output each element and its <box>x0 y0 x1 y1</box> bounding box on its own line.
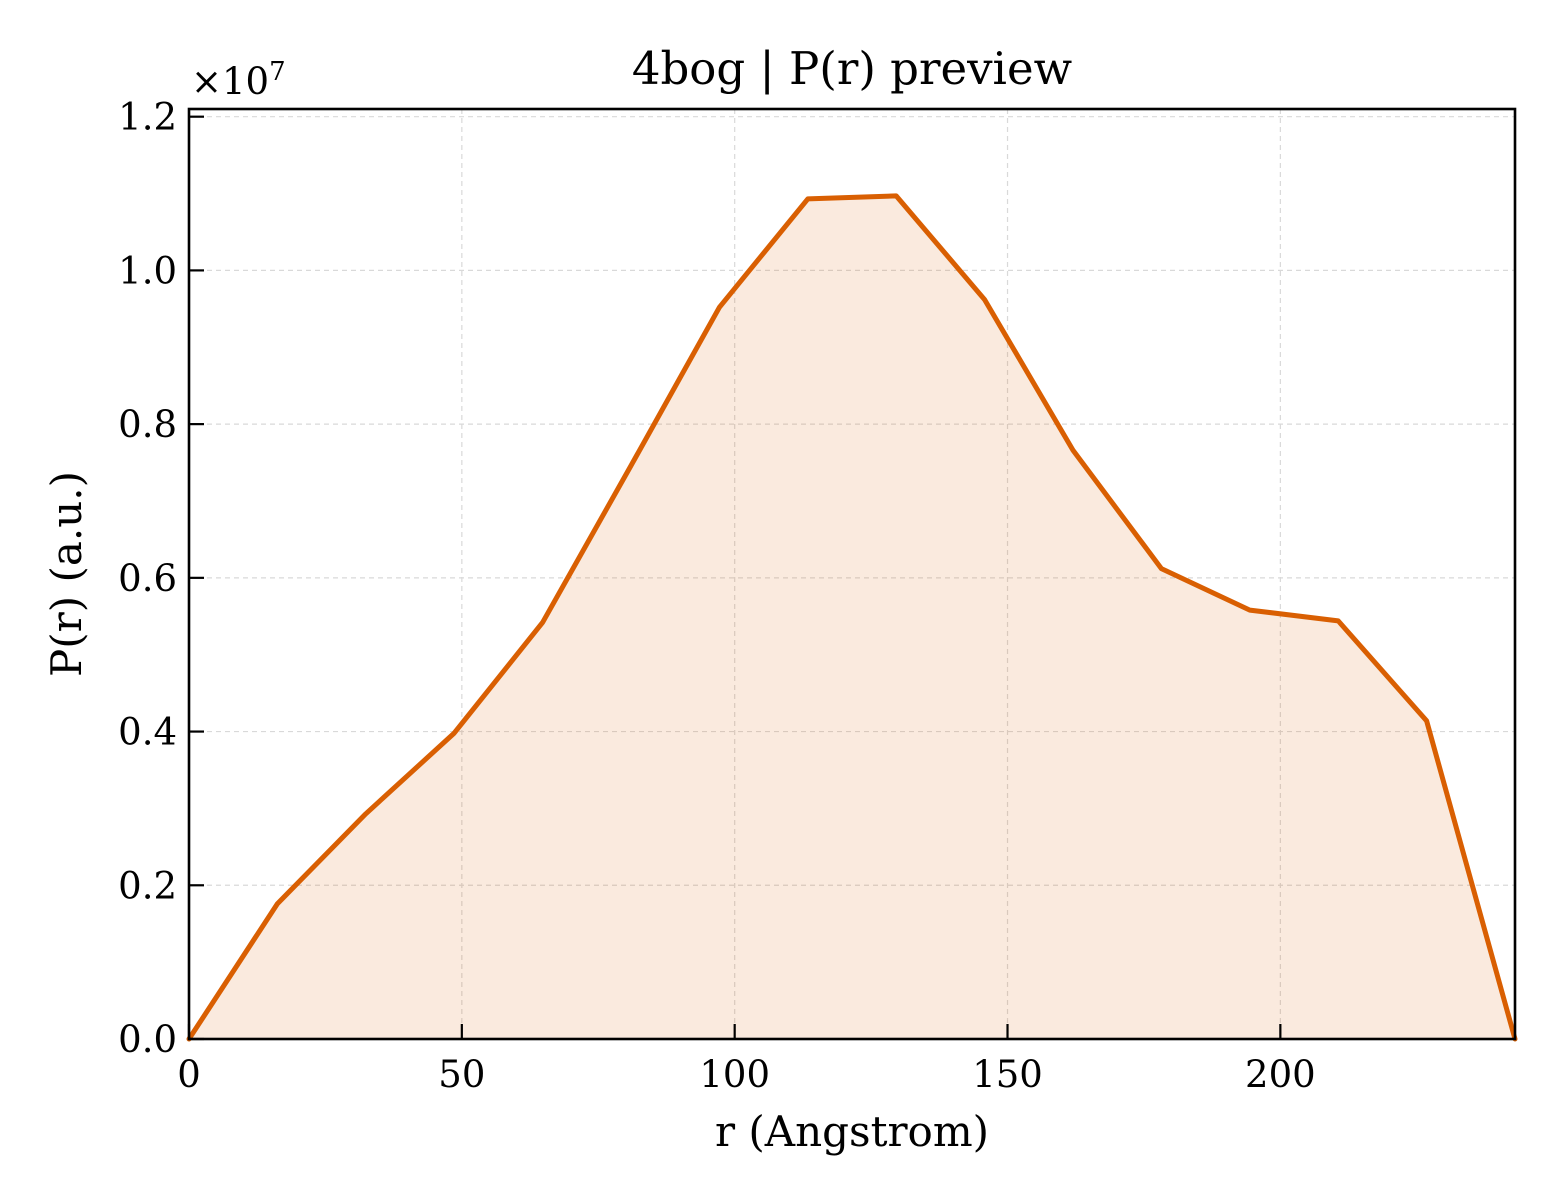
y-offset-exponent: 7 <box>269 57 286 87</box>
chart-title: 4bog | P(r) preview <box>632 42 1072 95</box>
x-tick-label-2: 100 <box>699 1053 770 1096</box>
y-tick-label-0: 0.0 <box>118 1018 177 1061</box>
y-tick-label-5: 1.0 <box>118 249 177 292</box>
y-axis-title: P(r) (a.u.) <box>42 471 91 677</box>
y-offset-label: ×107 <box>191 57 286 103</box>
x-tick-label-0: 0 <box>177 1053 201 1096</box>
y-tick-label-6: 1.2 <box>118 96 177 139</box>
y-tick-label-4: 0.8 <box>118 403 177 446</box>
series-0-line <box>186 193 1518 1042</box>
x-tick-label-3: 150 <box>972 1053 1043 1096</box>
x-tick-label-4: 200 <box>1245 1053 1316 1096</box>
ticks: 0 50 100 150 200 0.0 0.2 0.4 0.6 0.8 1.0 1.2 <box>118 96 1316 1096</box>
y-tick-label-2: 0.4 <box>118 711 177 754</box>
series-layer <box>186 193 1518 1042</box>
x-tick-label-1: 50 <box>438 1053 485 1096</box>
series-0-area-fill <box>189 195 1515 1040</box>
axes-frame <box>187 107 1517 1041</box>
y-tick-label-1: 0.2 <box>118 864 177 907</box>
x-axis-title: r (Angstrom) <box>715 1107 989 1156</box>
y-tick-label-3: 0.6 <box>118 557 177 600</box>
y-offset-base: ×10 <box>191 60 269 103</box>
